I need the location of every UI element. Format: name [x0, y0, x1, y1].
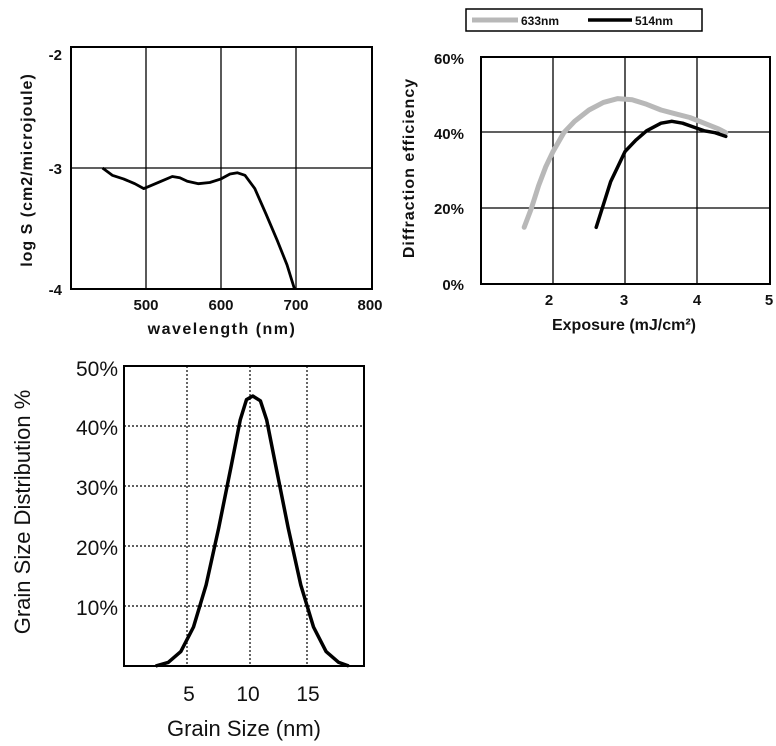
chart3-x-tick: 15: [296, 683, 319, 706]
chart3-grid: [124, 366, 364, 666]
chart1-x-axis-label: wavelength (nm): [147, 321, 297, 338]
chart-diffraction: 2 3 4 5 0% 20% 40% 60% Exposure (mJ/cm²)…: [401, 8, 773, 334]
chart2-x-axis-label: Exposure (mJ/cm²): [552, 317, 696, 334]
chart2-y-tick: 40%: [434, 126, 464, 143]
chart1-y-tick: -4: [49, 282, 63, 299]
chart3-y-tick: 50%: [76, 358, 118, 381]
chart1-series-line: [101, 166, 296, 290]
chart1-x-tick: 800: [357, 297, 382, 314]
chart3-y-tick: 40%: [76, 417, 118, 440]
chart-grain-size: 5 10 15 10% 20% 30% 40% 50% Grain Size (…: [10, 358, 365, 741]
chart3-y-tick: 10%: [76, 597, 118, 620]
chart2-y-tick: 20%: [434, 201, 464, 218]
chart2-x-tick: 2: [545, 292, 553, 309]
chart1-y-tick: -2: [49, 47, 62, 64]
chart2-x-tick: 5: [765, 292, 773, 309]
chart1-y-axis-label: log S (cm2/microjoule): [19, 73, 36, 267]
chart2-y-tick: 0%: [442, 277, 464, 294]
chart2-series-633nm-line: [521, 96, 729, 230]
chart2-legend: 633nm 514nm: [465, 8, 703, 32]
legend-label-514nm: 514nm: [635, 14, 673, 28]
chart2-y-axis-label: Diffraction efficiency: [401, 78, 418, 258]
chart3-x-axis-label: Grain Size (nm): [167, 716, 321, 741]
chart3-series-line: [155, 394, 350, 668]
chart2-grid: [481, 57, 770, 284]
chart3-x-tick: 10: [236, 683, 259, 706]
chart2-series-514nm-line: [594, 119, 728, 230]
chart3-x-tick: 5: [183, 683, 195, 706]
chart3-y-tick: 30%: [76, 477, 118, 500]
chart3-y-tick: 20%: [76, 537, 118, 560]
chart3-y-axis-label: Grain Size Distribution %: [10, 390, 35, 635]
legend-box: [465, 8, 703, 32]
chart1-x-tick: 700: [283, 297, 308, 314]
chart-sensitivity: 500 600 700 800 -4 -3 -2 wavelength (nm)…: [19, 46, 383, 338]
chart2-x-tick: 3: [620, 292, 628, 309]
chart2-y-tick: 60%: [434, 51, 464, 68]
chart1-grid: [71, 47, 372, 289]
chart1-x-tick: 500: [133, 297, 158, 314]
legend-label-633nm: 633nm: [521, 14, 559, 28]
chart2-x-tick: 4: [693, 292, 702, 309]
chart3-plot-frame: [123, 365, 365, 667]
chart1-x-tick: 600: [208, 297, 233, 314]
chart1-y-tick: -3: [49, 161, 62, 178]
